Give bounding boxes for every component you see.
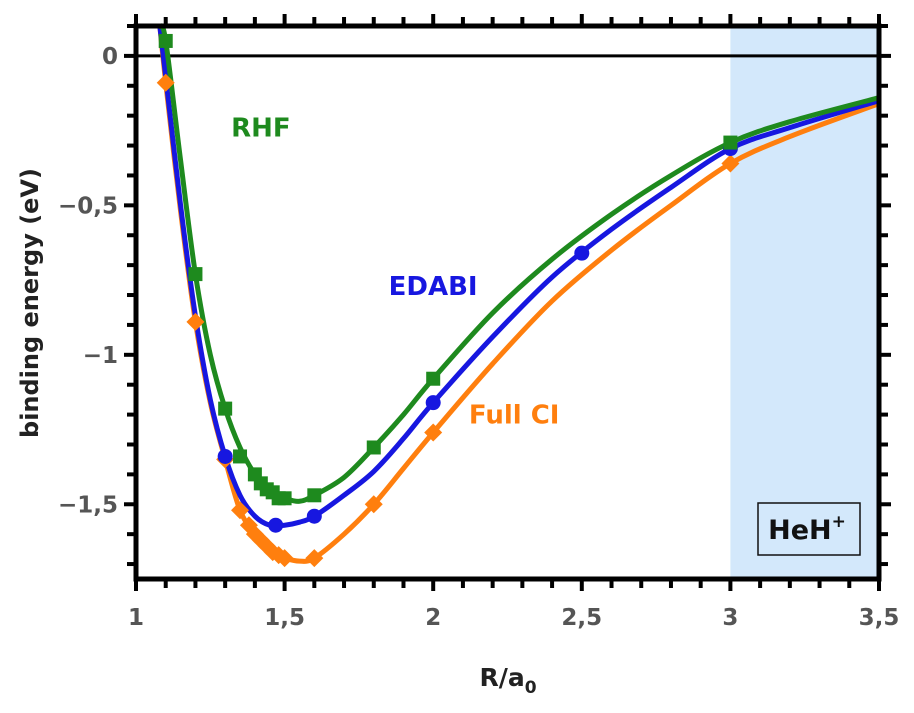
data-point-rhf: [233, 449, 248, 464]
x-axis-label-subscript: 0: [525, 678, 537, 698]
annotation-rhf: RHF: [231, 114, 291, 144]
data-point-rhf: [218, 401, 233, 416]
data-point-full-ci: [305, 549, 324, 568]
data-point-edabi: [425, 395, 441, 411]
y-axis-label: binding energy (eV): [16, 168, 44, 438]
data-point-rhf: [158, 33, 173, 48]
data-point-full-ci: [721, 154, 740, 173]
data-point-edabi: [268, 517, 284, 533]
x-tick-label: 1,5: [264, 605, 305, 631]
x-tick-label: 2: [425, 605, 441, 631]
x-tick-label: 1: [128, 605, 144, 631]
y-tick-label: −0,5: [58, 193, 118, 219]
data-point-full-ci: [275, 549, 294, 568]
annotation-full-ci: Full CI: [469, 401, 560, 431]
heh-plus-label-superscript: +: [832, 512, 846, 532]
heh-plus-label-box: HeH+: [757, 502, 861, 556]
data-point-full-ci: [364, 495, 383, 514]
data-point-full-ci: [186, 312, 205, 331]
plot-border: [133, 23, 882, 582]
data-point-rhf: [723, 135, 738, 150]
data-point-full-ci: [156, 73, 175, 92]
x-tick-label: 3,5: [859, 605, 900, 631]
data-point-rhf: [426, 371, 441, 386]
data-point-rhf: [188, 267, 203, 282]
x-axis-label-main: R/a: [479, 663, 524, 692]
x-tick-label: 2,5: [561, 605, 602, 631]
plot-frame: [133, 23, 882, 582]
data-point-edabi: [217, 448, 233, 464]
y-tick-label: 0: [102, 44, 118, 70]
heh-plus-box-outline: [757, 502, 861, 556]
annotation-edabi: EDABI: [389, 272, 478, 302]
series-markers: [156, 33, 740, 568]
data-point-edabi: [306, 508, 322, 524]
data-point-full-ci: [424, 423, 443, 442]
x-axis-label: R/a0: [479, 663, 536, 698]
heh-plus-label: HeH+: [768, 512, 846, 546]
heh-plus-label-main: HeH: [768, 515, 832, 546]
data-point-full-ci: [231, 501, 250, 520]
data-point-edabi: [574, 245, 590, 261]
y-tick-label: −1,5: [58, 492, 118, 518]
data-point-rhf: [277, 491, 292, 506]
data-point-rhf: [307, 488, 322, 503]
series-annotations: RHF EDABI Full CI: [231, 114, 559, 431]
data-point-rhf: [366, 440, 381, 455]
axis-tick-labels: 1 1,5 2 2,5 3 3,5 0 −0,5 −1 −1,5: [58, 44, 899, 631]
axis-ticks: [124, 14, 891, 591]
y-tick-label: −1: [83, 343, 118, 369]
x-tick-label: 3: [722, 605, 738, 631]
